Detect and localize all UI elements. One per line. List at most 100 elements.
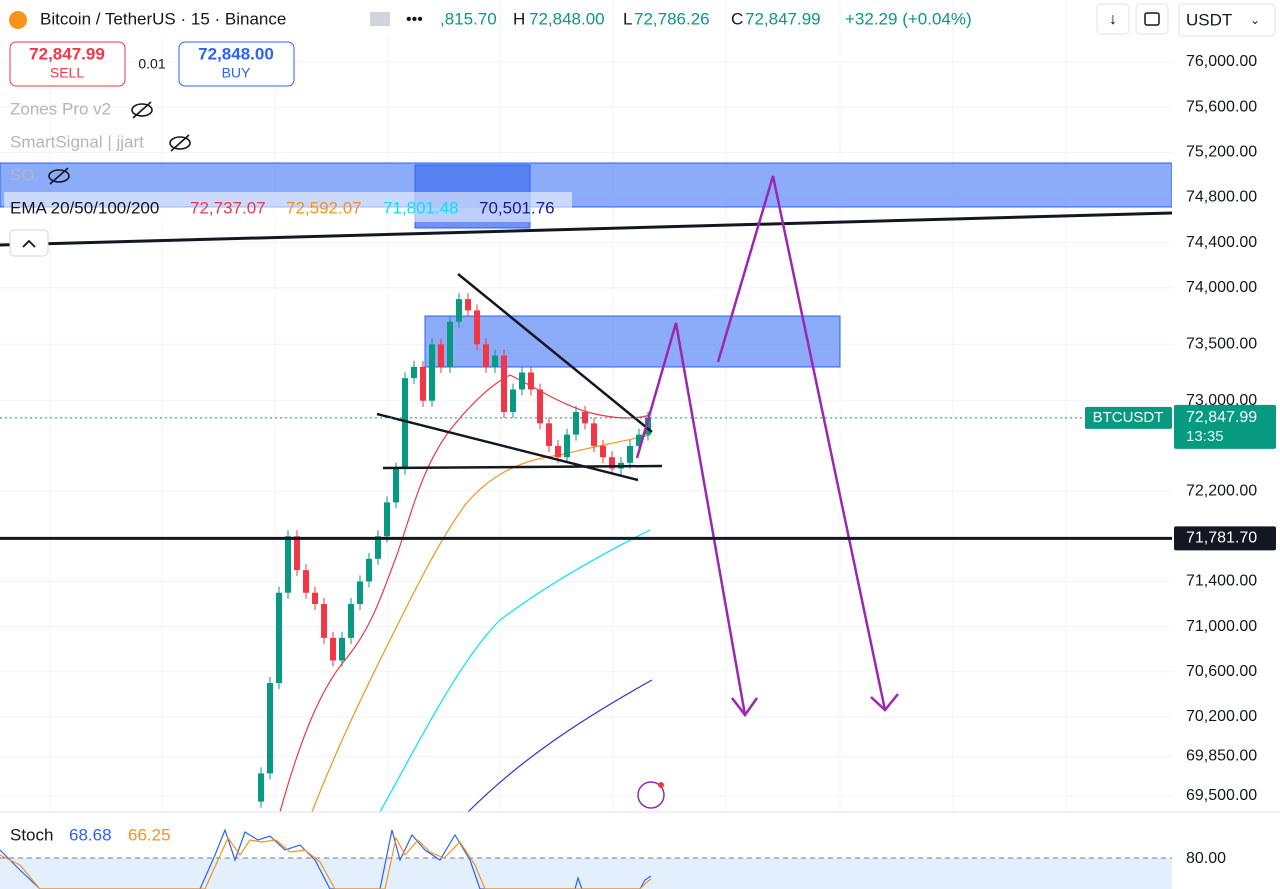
candle: [636, 434, 642, 446]
candle: [645, 417, 651, 435]
price-tick-label: 74,400.00: [1186, 234, 1257, 251]
price-tick-label: 73,500.00: [1186, 336, 1257, 353]
price-tick-label: 75,600.00: [1186, 98, 1257, 115]
price-tick-label: 76,000.00: [1186, 53, 1257, 70]
buy-label: BUY: [222, 65, 251, 81]
stoch-level: 80.00: [1186, 850, 1226, 867]
candle: [402, 378, 408, 469]
close: 72,847.99: [745, 9, 821, 28]
price-tick-label: 71,400.00: [1186, 573, 1257, 590]
symbol-label: BTCUSDT: [1093, 409, 1164, 426]
more[interactable]: •••: [406, 11, 423, 28]
candle: [429, 344, 435, 401]
price-tick-label: 72,200.00: [1186, 482, 1257, 499]
candle: [609, 457, 615, 469]
candle: [447, 321, 453, 367]
candle: [510, 389, 516, 413]
buy-price: 72,848.00: [198, 44, 274, 63]
currency-select[interactable]: [1178, 3, 1276, 37]
candle: [258, 773, 264, 802]
candle: [483, 344, 489, 367]
candle: [375, 536, 381, 559]
indicator-smartsignal[interactable]: SmartSignal | jjart: [10, 132, 144, 151]
download-button[interactable]: [1096, 3, 1130, 35]
price-tick-label: 74,800.00: [1186, 189, 1257, 206]
candle: [546, 423, 552, 446]
symbol-title[interactable]: Bitcoin / TetherUS · 15 · Binance: [40, 9, 286, 28]
candle: [348, 604, 354, 638]
triangle: [376, 273, 663, 482]
fullscreen-icon: [1144, 12, 1160, 26]
price-tick-label: 75,200.00: [1186, 144, 1257, 161]
ema-lines: [279, 374, 653, 813]
collapse-button[interactable]: [9, 229, 49, 257]
sell-button[interactable]: [9, 41, 126, 87]
btc-icon: [9, 11, 27, 29]
candle: [573, 412, 579, 435]
candle: [537, 389, 543, 424]
candle: [276, 592, 282, 684]
stoch-d: [0, 836, 652, 889]
candle: [465, 299, 471, 311]
quantity[interactable]: 0.01: [138, 56, 165, 72]
price-tick-label: 71,000.00: [1186, 618, 1257, 635]
stoch-band: [0, 858, 1172, 889]
ema-50: 72,592.07: [286, 198, 362, 217]
stoch-name[interactable]: Stoch: [10, 825, 53, 844]
candle: [474, 310, 480, 345]
candle: [420, 366, 426, 401]
candle: [330, 637, 336, 661]
download-icon: ↓: [1109, 11, 1117, 28]
high: 72,848.00: [529, 9, 605, 28]
sell-price: 72,847.99: [29, 44, 105, 63]
candle: [555, 445, 561, 458]
candle: [285, 536, 291, 593]
countdown: 13:35: [1186, 428, 1224, 445]
price-tick-label: 69,850.00: [1186, 748, 1257, 765]
candle: [627, 445, 633, 463]
currency: USDT: [1186, 10, 1232, 29]
alert-icon[interactable]: [637, 781, 665, 809]
indicator-ema[interactable]: EMA 20/50/100/200: [10, 198, 159, 217]
level-tag: [1174, 526, 1276, 551]
price-tick-label: 73,000.00: [1186, 392, 1257, 409]
sell-label: SELL: [50, 65, 84, 81]
flag: [370, 12, 390, 26]
header-bg: [0, 0, 440, 36]
indicator-so[interactable]: SO: [10, 165, 35, 184]
collapse-icon: [22, 239, 36, 248]
buy-button[interactable]: [178, 41, 295, 87]
fullscreen-button[interactable]: [1135, 3, 1169, 35]
low-label: L: [623, 9, 632, 28]
candle: [357, 581, 363, 605]
candle: [303, 570, 309, 593]
ema-200: 70,501.76: [479, 198, 555, 217]
hidden-icons[interactable]: [48, 101, 191, 185]
candle: [456, 299, 462, 322]
stoch-k: [0, 828, 652, 889]
last-price-tag: [1174, 404, 1276, 449]
candle: [501, 355, 507, 413]
high-label: H: [513, 9, 525, 28]
grid: [49, 0, 1067, 812]
stoch-k-value: 68.68: [69, 825, 112, 844]
last-price: 72,847.99: [1186, 409, 1257, 426]
price-tick-label: 74,000.00: [1186, 279, 1257, 296]
open: ,815.70: [440, 9, 497, 28]
candle: [591, 423, 597, 446]
candle: [438, 344, 444, 367]
candle: [564, 434, 570, 458]
candle: [294, 536, 300, 571]
close-label: C: [731, 9, 743, 28]
indicator-zones[interactable]: Zones Pro v2: [10, 99, 111, 118]
zone: [424, 315, 841, 368]
candle: [492, 355, 498, 367]
price-tick-label: 70,200.00: [1186, 708, 1257, 725]
symbol-tag: [1085, 406, 1172, 429]
candle: [312, 592, 318, 605]
candle: [411, 366, 417, 379]
candle: [528, 372, 534, 390]
candle: [384, 502, 390, 537]
ema-20: 72,737.07: [190, 198, 266, 217]
candle: [267, 683, 273, 774]
